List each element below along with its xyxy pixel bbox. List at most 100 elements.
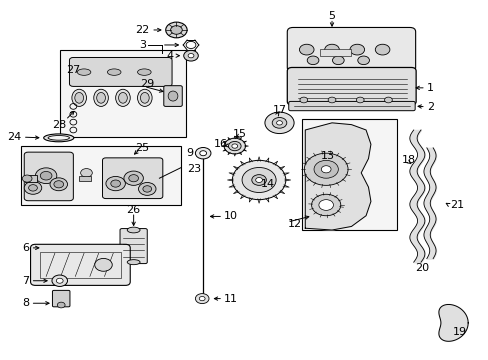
Circle shape <box>54 181 63 188</box>
Circle shape <box>128 175 138 182</box>
Circle shape <box>24 181 41 194</box>
FancyBboxPatch shape <box>30 244 130 285</box>
Circle shape <box>29 185 37 191</box>
Text: 26: 26 <box>126 205 141 215</box>
Text: 20: 20 <box>414 262 428 273</box>
FancyBboxPatch shape <box>163 86 182 107</box>
Ellipse shape <box>118 93 127 103</box>
Circle shape <box>324 44 339 55</box>
FancyBboxPatch shape <box>24 152 73 201</box>
Circle shape <box>272 117 286 128</box>
Text: 19: 19 <box>451 327 466 337</box>
Text: 15: 15 <box>232 129 246 139</box>
Text: 14: 14 <box>260 179 274 189</box>
Circle shape <box>313 160 338 178</box>
Text: 13: 13 <box>321 151 334 161</box>
Polygon shape <box>438 305 467 341</box>
Text: 4: 4 <box>166 51 174 61</box>
Text: 23: 23 <box>187 163 201 174</box>
Ellipse shape <box>72 89 86 107</box>
Circle shape <box>52 275 67 287</box>
Text: 21: 21 <box>449 200 463 210</box>
Circle shape <box>349 44 364 55</box>
Circle shape <box>299 97 307 103</box>
FancyBboxPatch shape <box>69 58 172 86</box>
Circle shape <box>183 50 198 61</box>
Ellipse shape <box>107 69 121 75</box>
Circle shape <box>255 177 262 183</box>
Circle shape <box>318 200 333 210</box>
Ellipse shape <box>94 89 108 107</box>
Text: 2: 2 <box>426 102 433 112</box>
Text: 24: 24 <box>7 132 22 142</box>
Ellipse shape <box>43 134 74 142</box>
Bar <box>79 176 91 181</box>
Text: 18: 18 <box>401 156 415 165</box>
FancyBboxPatch shape <box>102 158 163 199</box>
Bar <box>319 49 351 56</box>
Ellipse shape <box>77 69 91 75</box>
Circle shape <box>304 153 347 185</box>
Circle shape <box>224 138 245 154</box>
Circle shape <box>311 194 340 216</box>
Circle shape <box>374 44 389 55</box>
Circle shape <box>228 141 241 151</box>
Polygon shape <box>305 123 370 230</box>
FancyBboxPatch shape <box>288 102 414 111</box>
Circle shape <box>200 151 206 156</box>
Circle shape <box>199 296 204 301</box>
Circle shape <box>264 112 293 134</box>
Circle shape <box>357 56 369 64</box>
Circle shape <box>232 160 285 200</box>
Bar <box>40 252 120 278</box>
Circle shape <box>321 166 330 173</box>
Circle shape <box>195 148 210 159</box>
Circle shape <box>142 186 151 192</box>
Ellipse shape <box>127 260 140 265</box>
Text: 7: 7 <box>22 276 30 286</box>
Circle shape <box>57 302 65 308</box>
Circle shape <box>170 26 182 34</box>
Bar <box>301 119 396 230</box>
Circle shape <box>332 56 344 64</box>
Ellipse shape <box>168 91 178 101</box>
Circle shape <box>81 168 92 177</box>
Circle shape <box>165 22 187 38</box>
Text: 5: 5 <box>328 12 335 21</box>
Circle shape <box>356 97 364 103</box>
Bar <box>25 175 37 182</box>
Text: 9: 9 <box>186 148 193 158</box>
Circle shape <box>95 258 112 271</box>
Circle shape <box>50 178 67 191</box>
Bar <box>60 50 186 137</box>
Ellipse shape <box>140 93 149 103</box>
Text: 29: 29 <box>140 79 154 89</box>
Ellipse shape <box>75 93 83 103</box>
Circle shape <box>299 44 313 55</box>
Text: 8: 8 <box>22 298 30 308</box>
Text: 3: 3 <box>139 40 146 50</box>
Circle shape <box>123 171 143 185</box>
Ellipse shape <box>127 227 140 233</box>
Circle shape <box>251 175 266 185</box>
Circle shape <box>242 167 276 193</box>
Circle shape <box>22 175 32 182</box>
Circle shape <box>384 97 391 103</box>
Text: 16: 16 <box>213 139 227 149</box>
FancyBboxPatch shape <box>287 67 415 105</box>
Circle shape <box>195 294 208 303</box>
Circle shape <box>111 180 120 187</box>
Text: 17: 17 <box>272 105 286 115</box>
Ellipse shape <box>137 89 152 107</box>
Circle shape <box>231 144 237 148</box>
Bar <box>21 146 181 205</box>
FancyBboxPatch shape <box>287 27 415 72</box>
Circle shape <box>138 183 156 195</box>
Text: 10: 10 <box>224 211 238 221</box>
Text: 27: 27 <box>66 65 81 75</box>
Ellipse shape <box>137 69 151 75</box>
Ellipse shape <box>97 93 105 103</box>
FancyBboxPatch shape <box>120 229 147 264</box>
FancyBboxPatch shape <box>52 291 70 307</box>
Circle shape <box>306 56 318 64</box>
